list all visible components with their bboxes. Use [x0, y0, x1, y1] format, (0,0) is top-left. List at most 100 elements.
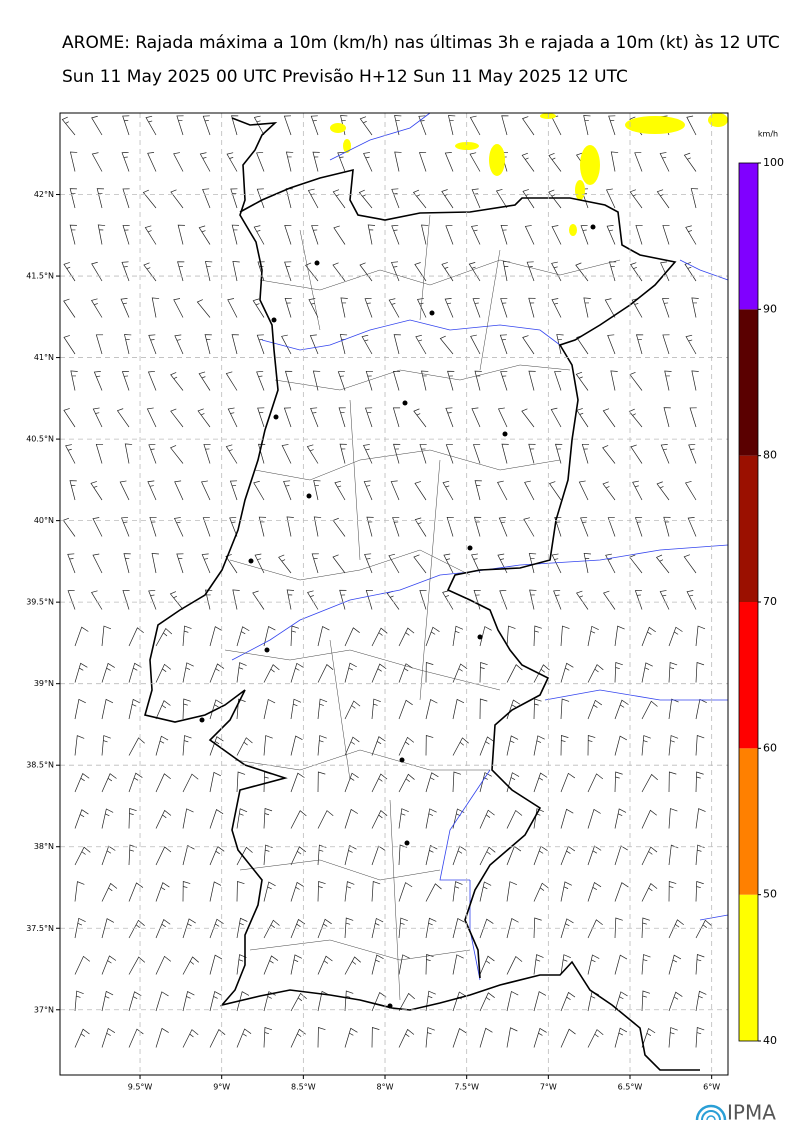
wind-barb [452, 1028, 467, 1048]
wind-barb [317, 918, 332, 939]
wind-barb [398, 736, 415, 756]
wind-barb [614, 991, 628, 1012]
wind-barb [548, 189, 562, 209]
wind-barb [101, 773, 117, 793]
wind-barb [236, 737, 253, 756]
wind-barb [695, 954, 705, 975]
wind-barb [551, 298, 562, 318]
wind-barb [575, 262, 589, 282]
wind-barb [608, 115, 616, 136]
lon-tick-label: 9°W [213, 1083, 230, 1092]
wind-barb [332, 262, 346, 282]
wind-barb [533, 954, 544, 975]
wind-barb [337, 151, 346, 172]
wind-barb [122, 224, 130, 245]
wind-barb [202, 516, 211, 537]
wind-barb [93, 370, 103, 391]
wind-barb [229, 480, 238, 501]
wind-barb [363, 480, 373, 501]
wind-barb [290, 918, 306, 939]
wind-barb [74, 990, 84, 1012]
wind-barb [367, 224, 376, 245]
wind-barb [119, 480, 130, 501]
wind-barb [664, 370, 672, 391]
wind-barb [209, 954, 223, 975]
wind-barb [281, 334, 292, 355]
wind-barb [634, 589, 643, 610]
wind-barb [447, 115, 456, 136]
wind-barb [610, 151, 619, 172]
wind-barb [236, 991, 250, 1012]
wind-barb [578, 480, 589, 501]
wind-barb [120, 298, 130, 318]
wind-barb [479, 809, 495, 829]
wind-barb [452, 845, 467, 866]
wind-barb [182, 662, 194, 683]
wind-barb [116, 408, 130, 428]
wind-barb [155, 991, 169, 1012]
wind-barb [258, 516, 267, 537]
wind-barb [209, 663, 225, 683]
wind-barb [155, 663, 172, 683]
wind-barb [668, 881, 677, 902]
wind-barb [182, 991, 195, 1012]
lon-tick-label: 9.5°W [128, 1083, 153, 1092]
wind-barb [683, 152, 697, 172]
wind-barb [641, 735, 651, 756]
wind-barb [371, 881, 381, 902]
wind-barb [555, 443, 563, 464]
wind-barb [695, 662, 705, 683]
wind-barb [506, 625, 516, 647]
wind-barb [551, 553, 562, 574]
wind-barb [263, 881, 276, 902]
wind-barb [614, 625, 625, 647]
lat-tick-label: 39.5°N [26, 598, 54, 607]
wind-barb [668, 662, 678, 683]
wind-barb [201, 480, 211, 501]
wind-barb [285, 370, 293, 391]
wind-barb [412, 189, 427, 209]
wind-barb [182, 1029, 199, 1048]
wind-barb [231, 334, 239, 355]
title: AROME: Rajada máxima a 10m (km/h) nas úl… [62, 33, 780, 53]
wind-barb [231, 224, 240, 245]
wind-barb [441, 262, 454, 282]
wind-barb [174, 480, 184, 501]
wind-barb [419, 589, 427, 610]
wind-barbs [61, 115, 712, 1048]
wind-barb [608, 261, 617, 282]
wind-barb [425, 808, 437, 829]
wind-barb [506, 955, 523, 975]
wind-barb [128, 698, 141, 720]
rivers [231, 112, 729, 981]
wind-barb [344, 700, 361, 720]
wind-barb [344, 808, 359, 829]
wind-barb [425, 626, 440, 647]
wind-barb [284, 297, 292, 318]
wind-barb [452, 737, 469, 756]
wind-barb [522, 335, 535, 355]
wind-barb [128, 956, 146, 975]
wind-barb [145, 115, 157, 136]
wind-barb [560, 991, 576, 1012]
wind-barb [528, 553, 537, 574]
wind-barb [554, 516, 562, 537]
wind-barb [425, 1027, 435, 1048]
wind-barb [101, 735, 111, 756]
wind-barb [473, 589, 481, 610]
wind-barb [656, 189, 670, 209]
wind-barb [334, 480, 346, 501]
wind-barb [695, 844, 705, 866]
wind-barb [121, 151, 130, 172]
wind-barb [263, 919, 280, 939]
wind-barb [101, 808, 114, 829]
wind-barb [285, 151, 294, 172]
wind-barb [74, 881, 85, 902]
wind-barb [90, 481, 103, 501]
wind-barb [635, 334, 644, 355]
wind-barb [128, 844, 138, 866]
wind-barb [632, 480, 643, 501]
wind-barb [263, 955, 279, 975]
wind-barb [391, 188, 400, 209]
